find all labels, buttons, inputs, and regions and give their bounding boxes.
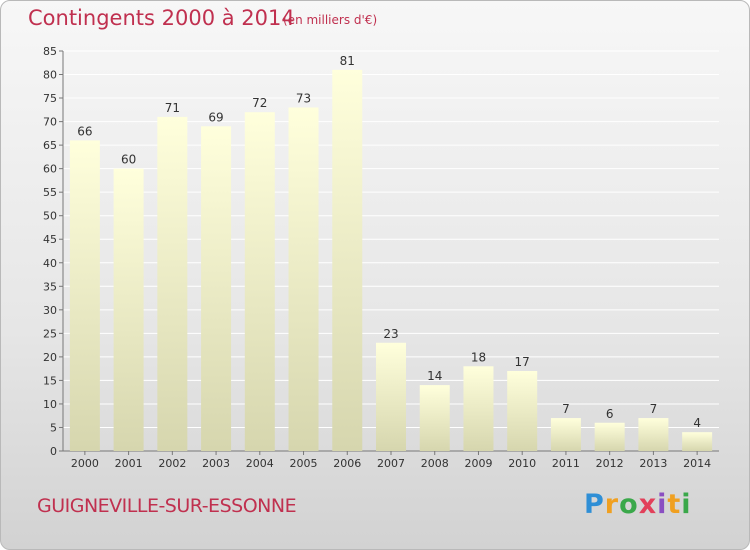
bar — [332, 69, 363, 451]
bar — [550, 418, 581, 451]
x-tick-label: 2002 — [158, 457, 186, 470]
data-label: 71 — [165, 101, 180, 115]
data-label: 7 — [562, 402, 570, 416]
bars — [69, 69, 713, 452]
chart-subtitle: (en milliers d'€) — [283, 13, 378, 27]
bar — [113, 168, 144, 451]
proxiti-logo: Proxiti — [584, 489, 692, 520]
y-tick-label: 55 — [43, 186, 57, 199]
data-label: 66 — [77, 124, 92, 138]
data-label: 23 — [383, 327, 398, 341]
x-tick-label: 2004 — [246, 457, 274, 470]
y-tick-label: 45 — [43, 233, 57, 246]
logo-letter: o — [619, 489, 639, 520]
x-tick-label: 2001 — [115, 457, 143, 470]
data-label: 17 — [515, 355, 530, 369]
data-label: 4 — [693, 416, 701, 430]
y-tick-label: 5 — [50, 421, 57, 434]
logo-letter: P — [584, 489, 605, 520]
bar — [376, 342, 406, 451]
y-tick-label: 25 — [43, 327, 57, 340]
bar — [463, 366, 494, 451]
y-tick-labels: 0 5 10 15 20 25 30 35 40 45 50 55 60 65 70 75 80 85 — [43, 45, 63, 458]
x-tick-label: 2003 — [202, 457, 230, 470]
bar — [507, 371, 538, 451]
data-label: 73 — [296, 91, 311, 105]
y-tick-label: 85 — [43, 45, 57, 58]
logo-letter: i — [681, 489, 692, 520]
x-tick-label: 2000 — [71, 457, 99, 470]
y-tick-label: 50 — [43, 210, 57, 223]
y-tick-label: 65 — [43, 139, 57, 152]
place-name: GUIGNEVILLE-SUR-ESSONNE — [37, 495, 297, 517]
y-tick-label: 10 — [43, 398, 57, 411]
x-tick-label: 2011 — [552, 457, 580, 470]
x-tick-label: 2012 — [596, 457, 624, 470]
logo-letter: i — [657, 489, 668, 520]
logo-letter: r — [604, 489, 620, 520]
x-tick-label: 2010 — [508, 457, 536, 470]
x-tick-label: 2006 — [333, 457, 361, 470]
chart-title: Contingents 2000 à 2014 — [28, 6, 295, 30]
x-tick-label: 2008 — [421, 457, 449, 470]
bar — [594, 422, 625, 451]
data-label: 72 — [252, 96, 267, 110]
x-tick-label: 2005 — [290, 457, 318, 470]
bar — [419, 385, 450, 451]
data-label: 69 — [208, 110, 223, 124]
y-tick-label: 0 — [50, 445, 57, 458]
y-tick-label: 35 — [43, 280, 57, 293]
x-tick-label: 2014 — [683, 457, 711, 470]
y-tick-label: 15 — [43, 374, 57, 387]
y-tick-label: 40 — [43, 257, 57, 270]
x-tick-label: 2007 — [377, 457, 405, 470]
bar — [288, 107, 319, 452]
y-tick-label: 75 — [43, 92, 57, 105]
bar — [69, 140, 100, 452]
x-tick-label: 2013 — [639, 457, 667, 470]
bar — [638, 418, 669, 451]
data-label: 60 — [121, 153, 136, 167]
y-tick-label: 80 — [43, 69, 57, 82]
bar — [682, 432, 713, 451]
y-tick-label: 60 — [43, 163, 57, 176]
data-label: 18 — [471, 350, 486, 364]
x-tick-labels: 2000 2001 2002 2003 2004 2005 2006 2007 2008 2009… — [71, 451, 711, 470]
y-tick-label: 70 — [43, 116, 57, 129]
y-tick-label: 30 — [43, 304, 57, 317]
bar — [244, 112, 275, 452]
y-tick-label: 20 — [43, 351, 57, 364]
data-label: 14 — [427, 369, 442, 383]
data-label: 6 — [606, 407, 614, 421]
data-labels: 66 60 71 69 72 73 81 23 14 18 17 7 6 7 4 — [77, 54, 701, 430]
x-tick-label: 2009 — [464, 457, 492, 470]
data-label: 7 — [650, 402, 658, 416]
logo-letter: x — [638, 489, 658, 520]
bar — [201, 126, 232, 451]
logo-letter: t — [667, 489, 682, 520]
bar — [157, 116, 188, 451]
data-label: 81 — [340, 54, 355, 68]
